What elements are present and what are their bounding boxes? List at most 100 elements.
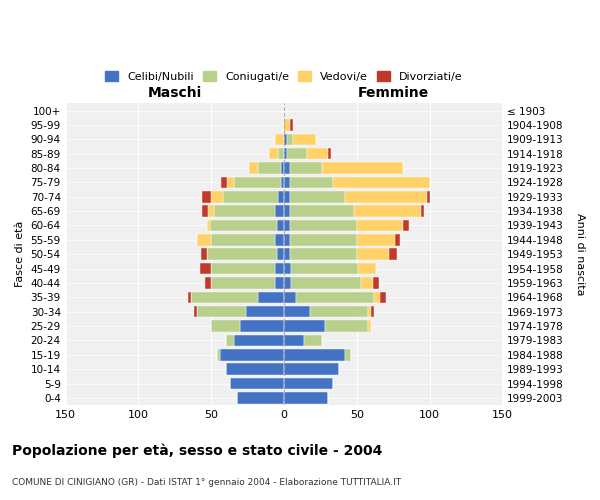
Bar <box>284 263 291 274</box>
Bar <box>226 364 284 375</box>
Bar <box>284 206 290 217</box>
Bar <box>290 206 354 217</box>
Bar <box>290 248 357 260</box>
Bar <box>221 176 227 188</box>
Bar <box>307 148 328 160</box>
Bar <box>325 320 368 332</box>
Bar <box>284 220 290 231</box>
Bar <box>275 206 284 217</box>
Bar <box>227 176 235 188</box>
Bar <box>357 248 389 260</box>
Bar <box>258 292 284 303</box>
Bar <box>284 320 325 332</box>
Bar <box>211 234 275 245</box>
Bar <box>322 162 403 174</box>
Bar <box>211 320 241 332</box>
Bar <box>290 191 345 202</box>
Bar <box>249 162 258 174</box>
Bar <box>277 220 284 231</box>
Bar <box>197 306 246 318</box>
Bar <box>284 306 310 318</box>
Bar <box>328 148 331 160</box>
Bar <box>361 277 373 288</box>
Bar <box>207 248 277 260</box>
Text: Maschi: Maschi <box>148 86 202 101</box>
Bar <box>211 263 275 274</box>
Bar <box>427 191 430 202</box>
Bar <box>287 148 307 160</box>
Bar <box>290 162 322 174</box>
Bar <box>284 392 328 404</box>
Bar <box>235 334 284 346</box>
Bar <box>211 191 223 202</box>
Bar <box>284 248 290 260</box>
Text: Popolazione per età, sesso e stato civile - 2004: Popolazione per età, sesso e stato civil… <box>12 444 382 458</box>
Bar <box>230 378 284 390</box>
Bar <box>290 176 334 188</box>
Bar <box>211 277 275 288</box>
Bar <box>368 320 371 332</box>
Bar <box>235 176 281 188</box>
Bar <box>284 334 304 346</box>
Bar <box>284 119 290 130</box>
Bar <box>197 234 211 245</box>
Bar <box>374 292 380 303</box>
Bar <box>275 263 284 274</box>
Bar <box>284 277 291 288</box>
Bar <box>258 162 281 174</box>
Bar <box>241 320 284 332</box>
Bar <box>200 263 211 274</box>
Bar <box>284 349 345 360</box>
Bar <box>281 176 284 188</box>
Y-axis label: Fasce di età: Fasce di età <box>15 221 25 288</box>
Bar <box>278 191 284 202</box>
Bar <box>290 234 357 245</box>
Bar <box>373 277 379 288</box>
Bar <box>284 234 290 245</box>
Y-axis label: Anni di nascita: Anni di nascita <box>575 213 585 296</box>
Bar <box>284 134 287 145</box>
Bar <box>188 292 191 303</box>
Text: COMUNE DI CINIGIANO (GR) - Dati ISTAT 1° gennaio 2004 - Elaborazione TUTTITALIA.: COMUNE DI CINIGIANO (GR) - Dati ISTAT 1°… <box>12 478 401 487</box>
Bar <box>358 263 376 274</box>
Bar <box>207 220 210 231</box>
Bar <box>275 277 284 288</box>
Bar <box>284 191 290 202</box>
Bar <box>291 263 358 274</box>
Bar <box>368 306 371 318</box>
Bar <box>201 248 207 260</box>
Bar <box>371 306 374 318</box>
Bar <box>354 206 421 217</box>
Bar <box>389 248 397 260</box>
Bar <box>278 148 284 160</box>
Bar <box>269 148 278 160</box>
Bar <box>220 349 284 360</box>
Bar <box>202 191 211 202</box>
Bar <box>210 220 277 231</box>
Bar <box>345 191 427 202</box>
Bar <box>291 277 361 288</box>
Bar <box>293 134 316 145</box>
Bar <box>296 292 374 303</box>
Bar <box>290 220 357 231</box>
Bar <box>208 206 214 217</box>
Bar <box>395 234 400 245</box>
Text: Femmine: Femmine <box>358 86 429 101</box>
Bar <box>191 292 258 303</box>
Bar <box>205 277 211 288</box>
Bar <box>284 292 296 303</box>
Bar <box>281 162 284 174</box>
Bar <box>275 134 284 145</box>
Bar <box>290 119 293 130</box>
Bar <box>287 134 293 145</box>
Bar <box>202 206 208 217</box>
Bar <box>334 176 430 188</box>
Bar <box>421 206 424 217</box>
Bar <box>284 148 287 160</box>
Bar <box>194 306 197 318</box>
Bar <box>275 234 284 245</box>
Bar <box>217 349 220 360</box>
Bar <box>226 334 235 346</box>
Bar <box>284 378 334 390</box>
Bar <box>214 206 275 217</box>
